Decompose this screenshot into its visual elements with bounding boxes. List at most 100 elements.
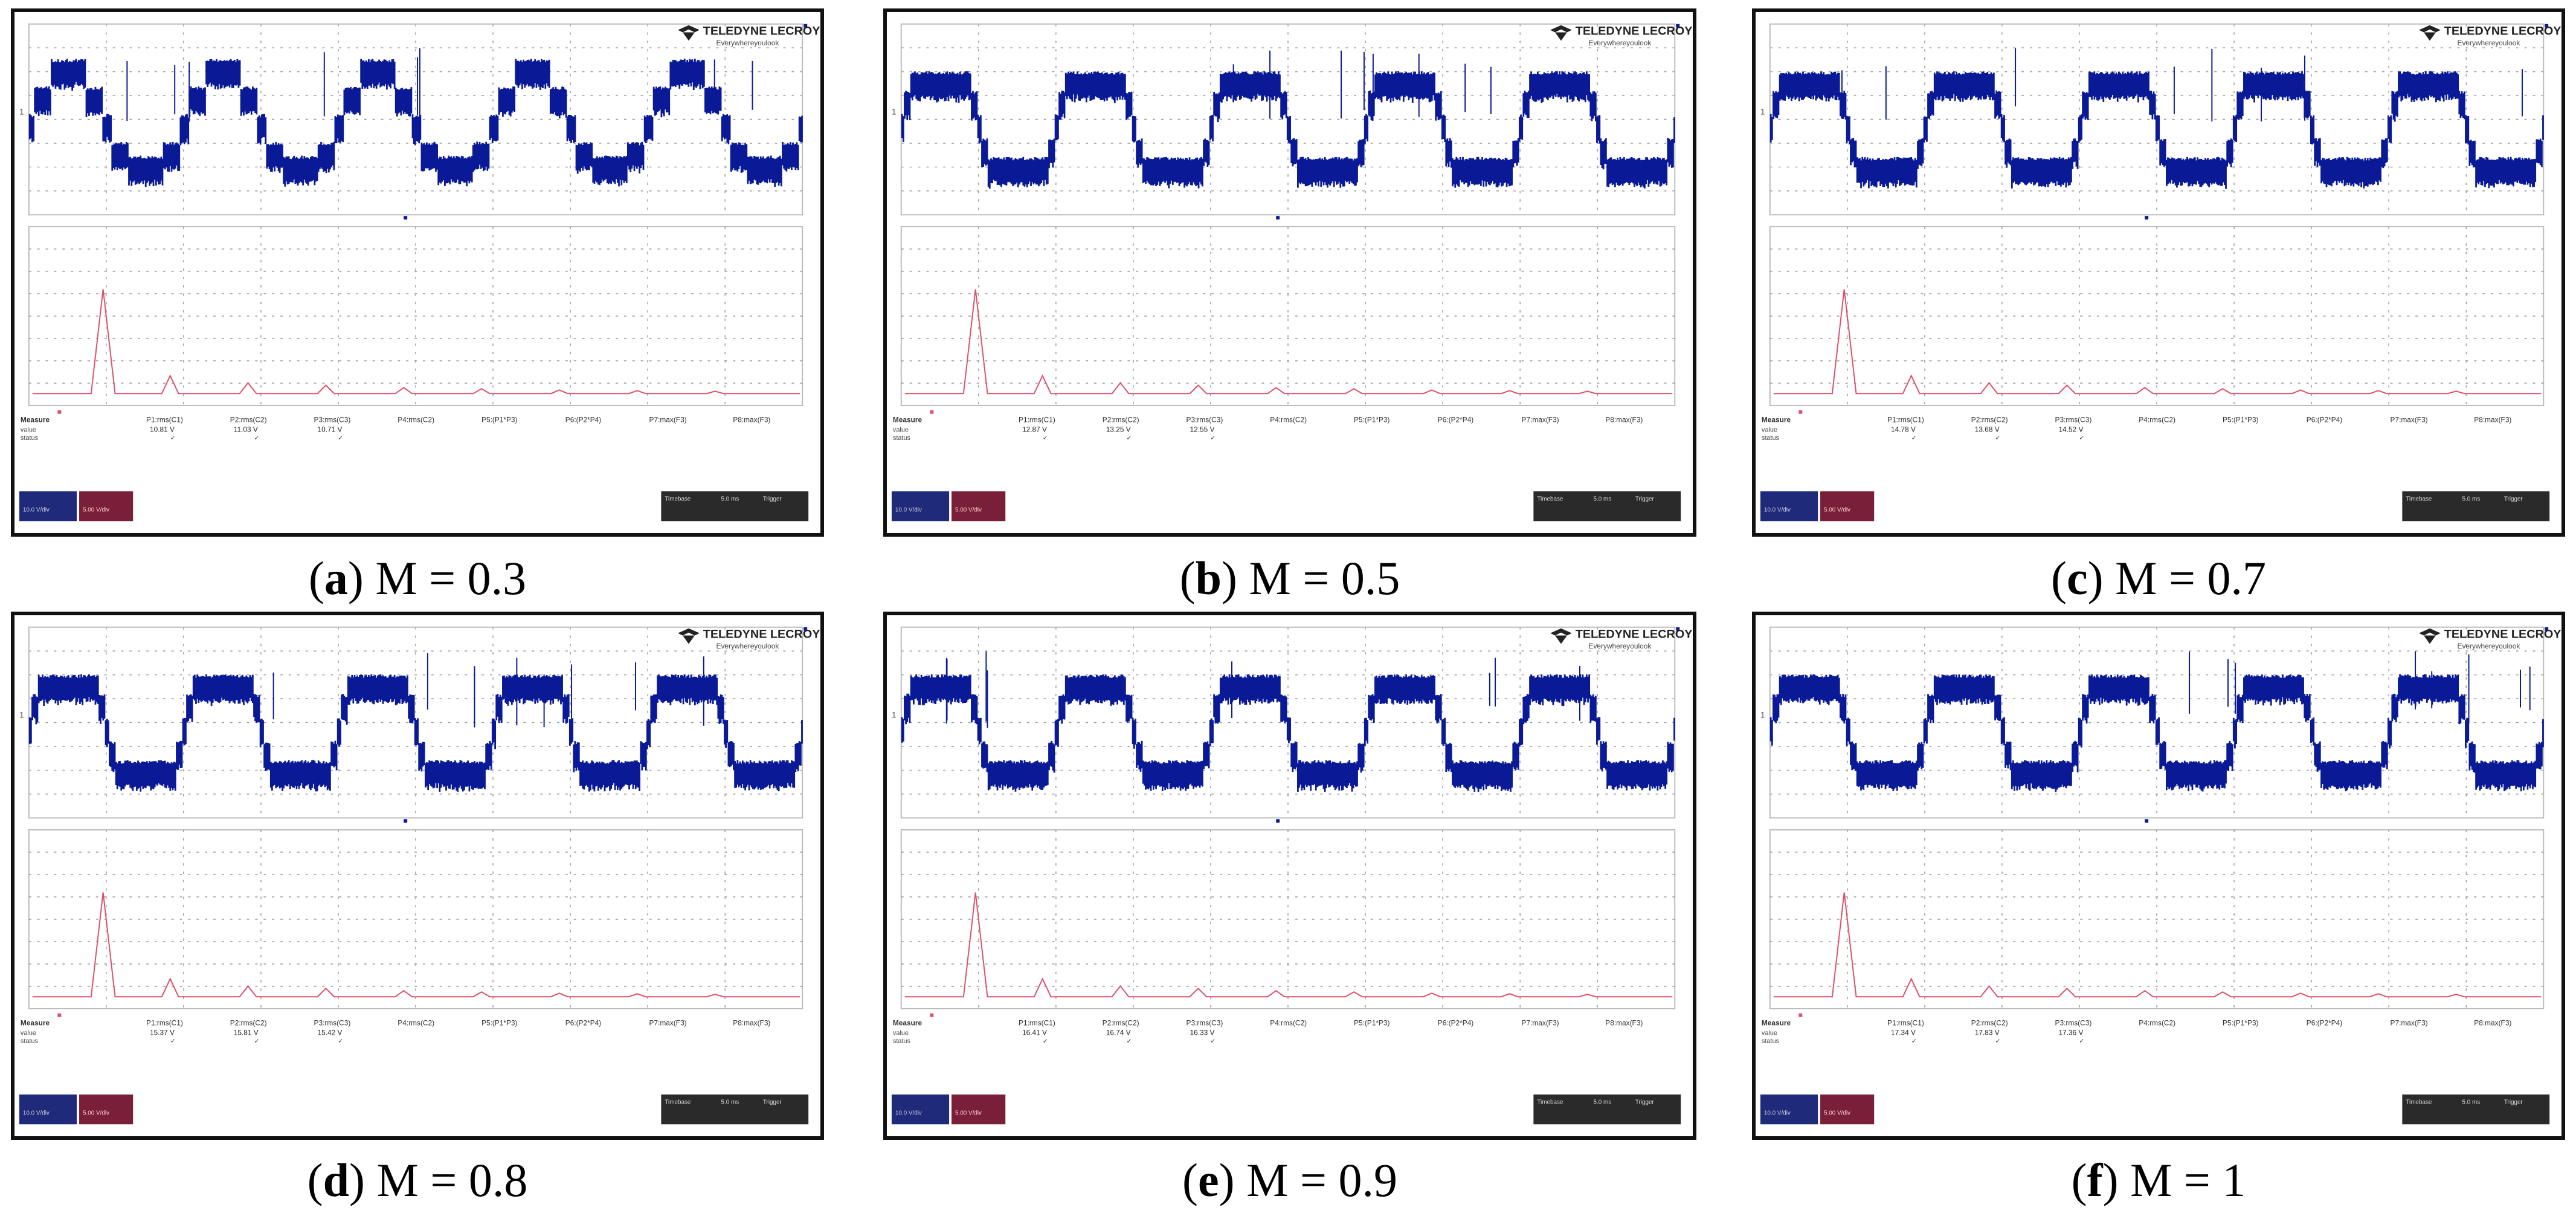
trigger-label: Trigger xyxy=(763,1099,782,1106)
measure-status-icon: ✓ xyxy=(1126,1038,1132,1045)
measure-param-5: P5:(P1*P3) xyxy=(1354,1019,1390,1027)
channel-1-scale: 10.0 V/div xyxy=(1764,1110,1791,1117)
spectrum-grid xyxy=(901,830,1675,1009)
channel-1-box xyxy=(891,1094,950,1125)
oscilloscope-panel-a: 1 TELEDYNE LECROY Everywhereyoulook Measure… xyxy=(11,8,824,537)
measure-status-icon: ✓ xyxy=(1210,435,1216,442)
timebase-value: 5.0 ms xyxy=(1593,496,1611,503)
fft-marker xyxy=(1798,1013,1803,1017)
fft-scale: 5.00 V/div xyxy=(83,507,109,514)
inverter-output-waveform xyxy=(901,651,1675,792)
measure-status-icon: ✓ xyxy=(1043,435,1048,442)
fft-spectrum-trace xyxy=(904,892,1673,998)
trigger-marker xyxy=(2145,216,2149,220)
fft-marker xyxy=(1798,410,1803,414)
measure-param-1: P1:rms(C1) xyxy=(1887,416,1924,424)
logo-brand: TELEDYNE LECROY xyxy=(703,25,820,38)
fft-channel-box xyxy=(952,491,1006,522)
timebase-value: 5.0 ms xyxy=(1593,1099,1611,1106)
measure-value-3: 12.55 V xyxy=(1190,425,1214,433)
measure-status-icon: ✓ xyxy=(1210,1038,1216,1045)
measure-param-5: P5:(P1*P3) xyxy=(481,1019,518,1027)
measure-value-1: 17.34 V xyxy=(1891,1028,1916,1037)
spectrum-grid xyxy=(1769,227,2544,406)
oscilloscope-panel-d: 1 TELEDYNE LECROY Everywhereyoulook Measure… xyxy=(11,612,824,1140)
channel-1-box xyxy=(19,1094,77,1125)
measure-row-status: status xyxy=(21,1038,39,1045)
measure-param-1: P1:rms(C1) xyxy=(1019,1019,1055,1027)
measure-value-2: 13.68 V xyxy=(1975,425,2000,433)
timebase-value: 5.0 ms xyxy=(721,1099,739,1106)
fft-spectrum-trace xyxy=(904,289,1673,395)
measure-param-7: P7:max(F3) xyxy=(1522,1019,1559,1027)
measure-value-1: 12.87 V xyxy=(1022,425,1047,433)
channel-marker: 1 xyxy=(892,107,897,117)
measure-param-1: P1:rms(C1) xyxy=(146,416,183,424)
measure-param-5: P5:(P1*P3) xyxy=(2223,1019,2259,1027)
channel-marker: 1 xyxy=(1760,107,1765,117)
measure-param-3: P3:rms(C3) xyxy=(2055,416,2092,424)
measure-row-status: status xyxy=(893,1038,911,1045)
measure-status-icon: ✓ xyxy=(1995,435,2000,442)
trigger-marker xyxy=(2145,819,2149,823)
measure-title: Measure xyxy=(893,416,923,424)
timebase-value: 5.0 ms xyxy=(2462,496,2480,503)
fft-spectrum-trace xyxy=(1773,289,2542,395)
lecroy-logo-icon xyxy=(1550,628,1572,644)
measure-param-8: P8:max(F3) xyxy=(733,416,770,424)
measure-param-6: P6:(P2*P4) xyxy=(565,1019,602,1027)
measure-row-value: value xyxy=(21,1029,36,1037)
fft-channel-box xyxy=(1820,491,1875,522)
inverter-output-waveform xyxy=(28,653,803,792)
measure-param-4: P4:rms(C2) xyxy=(398,416,434,424)
channel-marker: 1 xyxy=(1760,710,1765,720)
measure-value-1: 14.78 V xyxy=(1891,425,1916,433)
logo-brand: TELEDYNE LECROY xyxy=(2444,25,2562,38)
channel-marker: 1 xyxy=(19,107,24,117)
caption-a: (a) M = 0.3 xyxy=(308,552,527,604)
timebase-label: Timebase xyxy=(1537,496,1563,503)
measure-param-7: P7:max(F3) xyxy=(2391,1019,2428,1027)
measure-value-3: 17.36 V xyxy=(2058,1028,2083,1037)
measure-param-6: P6:(P2*P4) xyxy=(2307,1019,2343,1027)
measure-status-icon: ✓ xyxy=(1043,1038,1048,1045)
timebase-box xyxy=(2402,491,2550,522)
lecroy-logo-icon xyxy=(678,25,700,41)
fft-channel-box xyxy=(79,1094,134,1125)
timebase-value: 5.0 ms xyxy=(2462,1099,2480,1106)
logo-brand: TELEDYNE LECROY xyxy=(1576,628,1693,641)
measure-param-7: P7:max(F3) xyxy=(1522,416,1559,424)
timebase-box xyxy=(661,491,809,522)
logo-brand: TELEDYNE LECROY xyxy=(2444,628,2562,641)
logo-tagline: Everywhereyoulook xyxy=(1589,642,1652,650)
fft-channel-box xyxy=(952,1094,1006,1125)
channel-marker: 1 xyxy=(19,710,24,720)
measure-status-icon: ✓ xyxy=(1911,435,1917,442)
measure-status-icon: ✓ xyxy=(254,1038,259,1045)
measure-param-6: P6:(P2*P4) xyxy=(1438,1019,1474,1027)
measure-param-7: P7:max(F3) xyxy=(2391,416,2428,424)
spectrum-grid xyxy=(901,227,1675,406)
measure-title: Measure xyxy=(1762,416,1791,424)
caption-letter-e: e xyxy=(1198,1154,1219,1206)
measure-status-icon: ✓ xyxy=(170,435,176,442)
fft-scale: 5.00 V/div xyxy=(955,507,982,514)
timebase-box xyxy=(1533,1094,1681,1125)
measure-param-1: P1:rms(C1) xyxy=(1887,1019,1924,1027)
teledyne-lecroy-logo xyxy=(678,628,700,644)
measure-status-icon: ✓ xyxy=(254,435,259,442)
measure-param-8: P8:max(F3) xyxy=(1605,416,1643,424)
offset-marker xyxy=(2545,24,2549,28)
caption-text-b: M = 0.5 xyxy=(1237,552,1400,604)
timebase-box xyxy=(2402,1094,2550,1125)
channel-1-box xyxy=(891,491,950,522)
channel-1-box xyxy=(1760,1094,1818,1125)
measure-value-1: 10.81 V xyxy=(150,425,175,433)
timebase-label: Timebase xyxy=(2406,1099,2432,1106)
measure-value-2: 15.81 V xyxy=(234,1028,259,1037)
measure-param-3: P3:rms(C3) xyxy=(314,1019,351,1027)
